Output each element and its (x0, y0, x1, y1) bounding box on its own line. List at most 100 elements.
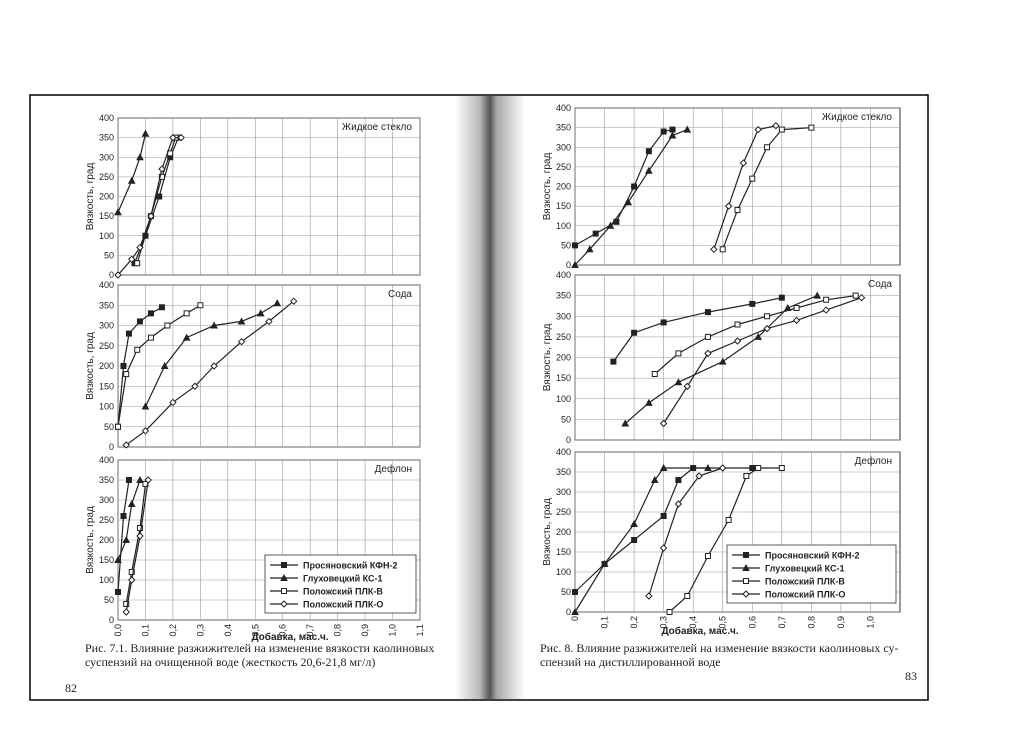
y-tick-label: 200 (556, 182, 571, 192)
marker (147, 334, 154, 341)
marker (743, 552, 749, 558)
marker (674, 500, 683, 508)
y-axis-label: Вязкость, град (542, 153, 553, 221)
curve (663, 297, 862, 424)
marker (114, 271, 122, 279)
marker (742, 590, 750, 598)
legend-label: Глуховецкий КС-1 (303, 574, 383, 584)
legend-label: Положский ПЛК-О (765, 590, 845, 600)
marker (668, 131, 677, 139)
marker (123, 371, 130, 378)
x-tick-label: 0,5 (718, 616, 728, 629)
panel-title: Жидкое стекло (342, 122, 413, 133)
caption: Рис. 7.1. Влияние разжижителей на измене… (85, 641, 434, 655)
marker (136, 318, 143, 325)
marker (659, 544, 668, 552)
marker (127, 499, 136, 507)
y-tick-label: 100 (99, 402, 114, 412)
marker (158, 165, 166, 173)
legend-label: Просяновский КФН-2 (303, 561, 397, 571)
marker (749, 175, 756, 182)
marker (237, 337, 246, 346)
panel-title: Жидкое стекло (822, 112, 893, 123)
marker (733, 337, 742, 345)
x-tick-label: 0,6 (278, 624, 288, 637)
x-tick-label: 0,9 (360, 624, 370, 637)
y-tick-label: 0 (566, 260, 571, 270)
marker (169, 133, 177, 142)
marker (237, 317, 246, 325)
curve (125, 300, 295, 446)
marker (141, 427, 150, 435)
marker (128, 569, 135, 575)
x-tick-label: 0,1 (140, 624, 150, 637)
y-tick-label: 50 (561, 587, 571, 597)
y-axis-label: Вязкость, град (542, 498, 553, 566)
marker (772, 121, 780, 130)
marker (704, 553, 711, 559)
x-tick-label: 0,6 (747, 616, 757, 629)
marker (136, 243, 144, 252)
marker (281, 588, 287, 594)
marker (674, 378, 683, 386)
marker (160, 361, 169, 369)
marker (128, 576, 136, 584)
y-tick-label: 400 (556, 447, 571, 457)
page-number: 83 (905, 669, 917, 683)
marker (645, 148, 652, 155)
x-tick-label: 0,8 (806, 616, 816, 629)
y-tick-label: 150 (99, 211, 114, 221)
marker (115, 589, 121, 595)
marker (128, 255, 136, 264)
y-tick-label: 150 (99, 555, 114, 565)
marker (572, 242, 578, 249)
marker (719, 246, 726, 253)
y-tick-label: 100 (556, 394, 571, 404)
marker (704, 349, 712, 358)
marker (585, 245, 594, 253)
marker (704, 309, 711, 316)
marker (125, 477, 132, 483)
marker (191, 382, 199, 390)
marker (123, 601, 130, 607)
marker (572, 589, 578, 595)
y-tick-label: 200 (99, 535, 114, 545)
y-tick-label: 100 (556, 567, 571, 577)
y-tick-label: 0 (109, 270, 114, 280)
marker (122, 441, 130, 449)
marker (147, 212, 155, 220)
x-tick-label: 0,1 (600, 616, 610, 629)
curve (722, 127, 812, 250)
marker (778, 126, 785, 133)
curve (125, 479, 149, 613)
marker (273, 299, 282, 307)
y-tick-label: 50 (104, 422, 114, 432)
marker (659, 463, 668, 471)
marker (144, 476, 152, 484)
x-tick-label: 0,4 (688, 616, 698, 629)
y-tick-label: 100 (99, 575, 114, 585)
legend-label: Положский ПЛК-В (765, 577, 845, 587)
y-tick-label: 250 (99, 515, 114, 525)
page-number: 82 (65, 681, 77, 695)
marker (645, 592, 653, 600)
y-tick-label: 50 (104, 250, 114, 260)
panel-title: Дефлон (855, 455, 892, 467)
marker (158, 304, 165, 311)
marker (122, 535, 131, 543)
x-tick-label: 0,3 (195, 624, 205, 637)
y-tick-label: 250 (99, 341, 114, 351)
caption: суспензий на очищенной воде (жесткость 2… (85, 655, 375, 669)
marker (704, 333, 711, 340)
marker (742, 563, 750, 571)
x-tick-label: 0 (570, 616, 580, 621)
y-tick-label: 150 (556, 547, 571, 557)
marker (624, 198, 633, 206)
marker (134, 260, 141, 267)
marker (120, 363, 127, 369)
marker (734, 207, 741, 214)
x-tick-label: 0,2 (629, 616, 639, 629)
marker (122, 608, 130, 616)
marker (169, 398, 177, 407)
x-tick-label: 0,7 (777, 616, 787, 629)
